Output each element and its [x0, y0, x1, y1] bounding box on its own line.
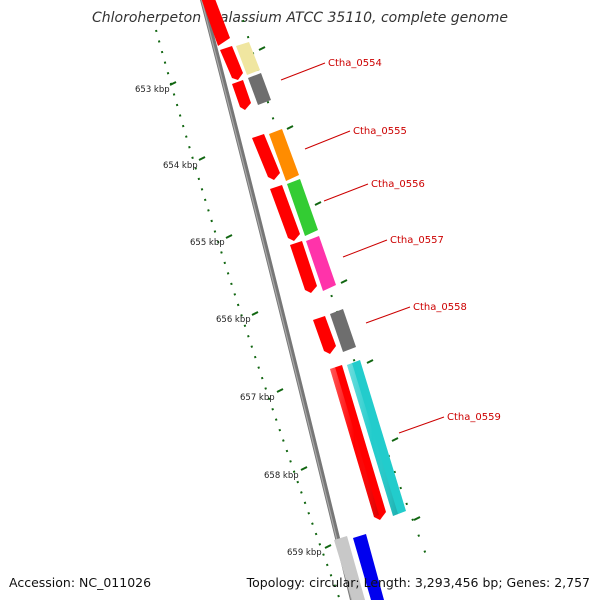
- gene-label[interactable]: Ctha_0559: [447, 412, 501, 423]
- ruler-tick-mark: [169, 81, 177, 86]
- leader-line: [365, 306, 411, 324]
- cds-arrow[interactable]: [232, 80, 251, 110]
- outer-tick-mark: [314, 201, 322, 206]
- backbone-track: [200, 0, 356, 600]
- leader-line: [280, 62, 326, 81]
- leader-line: [398, 416, 445, 434]
- tick-label: 655 kbp: [190, 238, 225, 248]
- cds-arrow[interactable]: [220, 46, 243, 80]
- cds-arrow[interactable]: [252, 134, 280, 180]
- gene-label[interactable]: Ctha_0555: [353, 126, 407, 137]
- gene-feature[interactable]: [334, 536, 365, 600]
- outer-tick-mark: [391, 437, 399, 442]
- tick-label: 657 kbp: [240, 393, 275, 403]
- gene-label[interactable]: Ctha_0558: [413, 302, 467, 313]
- ruler-tick-mark: [276, 388, 284, 393]
- gene-labels: Ctha_0554 Ctha_0555 Ctha_0556 Ctha_0557 …: [328, 58, 501, 423]
- genome-summary: Topology: circular; Length: 3,293,456 bp…: [246, 575, 590, 590]
- outer-tick-mark: [413, 516, 421, 521]
- ruler-ticks: 653 kbp 654 kbp 655 kbp 656 kbp 657 kbp …: [135, 81, 332, 558]
- leader-line: [304, 130, 351, 150]
- outer-dotted-ring: [242, 19, 431, 566]
- ruler-tick-mark: [300, 466, 308, 471]
- outer-tick-mark: [258, 46, 266, 51]
- cds-track: [200, 0, 386, 520]
- ruler-tick-mark: [198, 156, 206, 161]
- cds-arrow[interactable]: [313, 316, 336, 354]
- ruler-tick-mark: [251, 311, 259, 316]
- gene-feature[interactable]: [353, 534, 384, 600]
- outer-ring-ticks: [258, 46, 421, 521]
- gene-label[interactable]: Ctha_0557: [390, 235, 444, 246]
- tick-label: 654 kbp: [163, 161, 198, 171]
- tick-label: 658 kbp: [264, 471, 299, 481]
- gene-feature[interactable]: [236, 42, 260, 75]
- ruler-tick-mark: [225, 234, 233, 239]
- accession-text: Accession: NC_011026: [9, 575, 152, 590]
- outer-tick-mark: [286, 125, 294, 130]
- gene-track: [236, 42, 406, 600]
- cds-arrow[interactable]: [290, 241, 317, 293]
- gene-label[interactable]: Ctha_0554: [328, 58, 382, 69]
- outer-tick-mark: [340, 279, 348, 284]
- cds-arrow[interactable]: [200, 0, 230, 46]
- ruler-tick-mark: [324, 544, 332, 549]
- gene-label[interactable]: Ctha_0556: [371, 179, 425, 190]
- tick-label: 659 kbp: [287, 548, 322, 558]
- tick-label: 653 kbp: [135, 85, 170, 95]
- leader-line: [342, 239, 388, 258]
- backbone-highlight: [200, 0, 353, 600]
- gene-feature[interactable]: [330, 309, 356, 352]
- outer-tick-mark: [366, 359, 374, 364]
- gene-feature[interactable]: [248, 73, 271, 105]
- cds-arrow[interactable]: [270, 185, 300, 241]
- leader-line: [323, 183, 369, 202]
- gene-feature[interactable]: [269, 129, 299, 181]
- map-title: Chloroherpeton thalassium ATCC 35110, co…: [92, 10, 508, 26]
- leader-lines: [280, 62, 445, 434]
- tick-label: 656 kbp: [216, 315, 251, 325]
- gene-feature[interactable]: [287, 179, 318, 236]
- gene-feature[interactable]: [306, 236, 336, 291]
